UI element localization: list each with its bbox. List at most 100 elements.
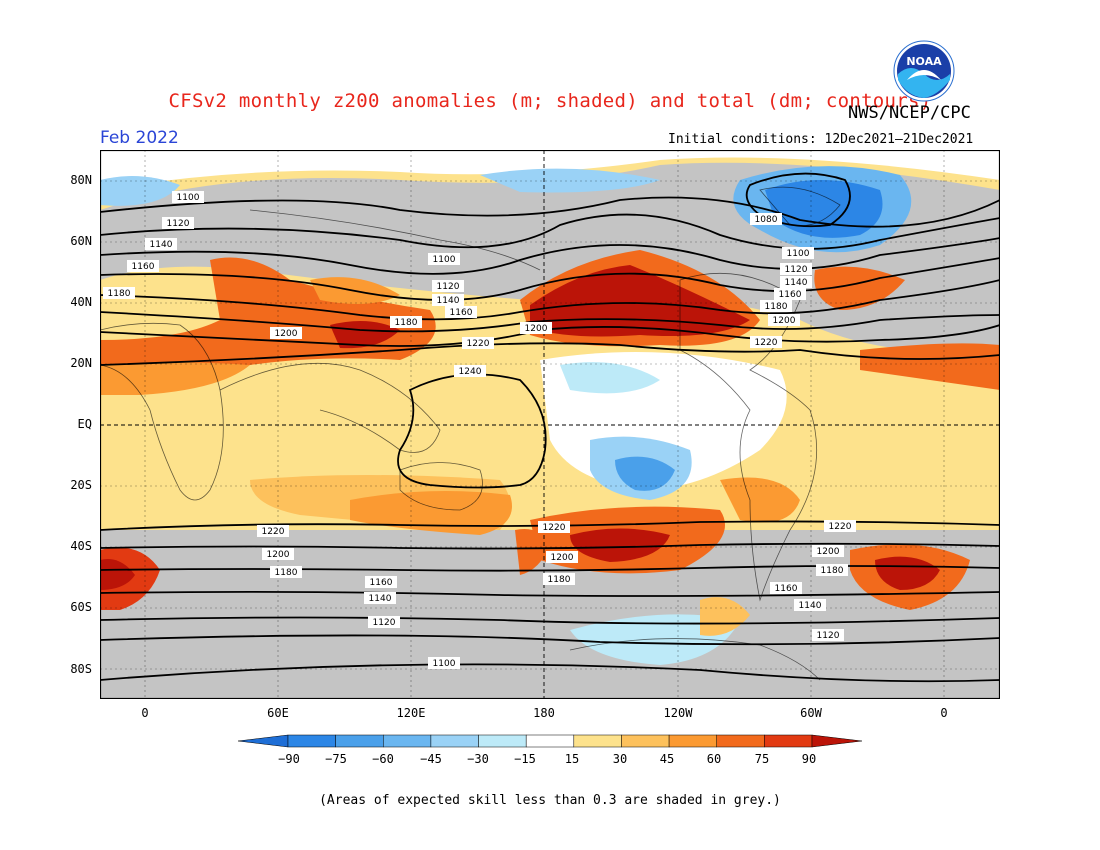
contour-label: 1200 — [546, 551, 578, 563]
svg-text:1240: 1240 — [459, 367, 482, 377]
svg-text:NOAA: NOAA — [906, 55, 942, 68]
contour-label: 1120 — [432, 280, 464, 292]
contour-label: 1140 — [794, 599, 826, 611]
colorbar-label: −90 — [278, 752, 300, 766]
contour-label: 1140 — [432, 294, 464, 306]
svg-text:1200: 1200 — [275, 329, 298, 339]
svg-text:1160: 1160 — [450, 308, 473, 318]
forecast-month: Feb 2022 — [100, 128, 179, 148]
svg-text:1100: 1100 — [787, 249, 810, 259]
contour-label: 1160 — [770, 582, 802, 594]
contour-1240-closed-high — [397, 373, 547, 489]
contour-label: 1180 — [103, 287, 135, 299]
contour-label: 1180 — [543, 573, 575, 585]
colorbar-label: −30 — [467, 752, 489, 766]
lon-label: 60E — [267, 706, 289, 720]
contour-label: 1220 — [257, 525, 289, 537]
lat-label: 80S — [70, 662, 92, 676]
contour-label: 1100 — [782, 247, 814, 259]
svg-text:1180: 1180 — [275, 568, 298, 578]
svg-text:1140: 1140 — [785, 278, 808, 288]
lat-label: 40N — [70, 295, 92, 309]
contour-label: 1120 — [812, 629, 844, 641]
svg-text:1180: 1180 — [108, 289, 131, 299]
svg-text:1120: 1120 — [167, 219, 190, 229]
contour-label: 1220 — [750, 336, 782, 348]
lon-label: 120E — [396, 706, 426, 720]
contour-label: 1100 — [428, 253, 460, 265]
lat-label: 40S — [70, 539, 92, 553]
svg-text:1120: 1120 — [373, 618, 396, 628]
colorbar-label: 75 — [754, 752, 770, 766]
lat-label: 20S — [70, 478, 92, 492]
svg-text:1180: 1180 — [395, 318, 418, 328]
colorbar-swatch — [383, 734, 432, 748]
contour-label: 1140 — [145, 238, 177, 250]
svg-text:1220: 1220 — [262, 527, 285, 537]
colorbar-swatch — [573, 734, 622, 748]
contour-label: 1240 — [454, 365, 486, 377]
colorbar-swatch — [335, 734, 384, 748]
contour-label: 1220 — [462, 337, 494, 349]
lon-label: 0 — [141, 706, 149, 720]
lat-label: 60N — [70, 234, 92, 248]
colorbar-label: 45 — [659, 752, 675, 766]
contour-label: 1220 — [538, 521, 570, 533]
colorbar-label: −15 — [514, 752, 536, 766]
contour-label: 1180 — [816, 564, 848, 576]
anomaly-map: 1100 1120 1140 1160 1180 1200 1220 1240 … — [100, 150, 1000, 699]
colorbar-label: 90 — [801, 752, 817, 766]
svg-text:1220: 1220 — [829, 522, 852, 532]
contour-label: 1200 — [768, 314, 800, 326]
colorbar-swatch — [287, 734, 336, 748]
colorbar — [238, 734, 862, 748]
svg-text:1120: 1120 — [817, 631, 840, 641]
contour-label: 1160 — [365, 576, 397, 588]
lon-label: 120W — [663, 706, 693, 720]
lat-label: 20N — [70, 356, 92, 370]
svg-text:1200: 1200 — [267, 550, 290, 560]
contour-label: 1100 — [172, 191, 204, 203]
contour-label: 1160 — [774, 288, 806, 300]
lat-label: EQ — [77, 417, 92, 431]
svg-text:1220: 1220 — [755, 338, 778, 348]
lat-label: 80N — [70, 173, 92, 187]
contour-label: 1200 — [520, 322, 552, 334]
contour-label: 1080 — [750, 213, 782, 225]
contour-label: 1140 — [780, 276, 812, 288]
contour-label: 1180 — [760, 300, 792, 312]
svg-text:1200: 1200 — [525, 324, 548, 334]
svg-text:1200: 1200 — [551, 553, 574, 563]
contour-label: 1200 — [262, 548, 294, 560]
contour-label: 1100 — [428, 657, 460, 669]
svg-text:1180: 1180 — [548, 575, 571, 585]
svg-text:1160: 1160 — [779, 290, 802, 300]
svg-text:1220: 1220 — [467, 339, 490, 349]
skill-footnote: (Areas of expected skill less than 0.3 a… — [319, 793, 781, 808]
colorbar-swatch — [716, 734, 765, 748]
colorbar-label: 60 — [706, 752, 722, 766]
svg-text:1100: 1100 — [433, 659, 456, 669]
svg-text:1160: 1160 — [132, 262, 155, 272]
svg-text:1220: 1220 — [543, 523, 566, 533]
contour-label: 1160 — [127, 260, 159, 272]
lon-label: 180 — [533, 706, 555, 720]
svg-text:1140: 1140 — [150, 240, 173, 250]
colorbar-swatch — [764, 734, 813, 748]
svg-text:1180: 1180 — [821, 566, 844, 576]
colorbar-swatch — [238, 734, 289, 748]
svg-text:1160: 1160 — [370, 578, 393, 588]
colorbar-swatch — [811, 734, 862, 748]
svg-text:1120: 1120 — [785, 265, 808, 275]
lat-label: 60S — [70, 600, 92, 614]
map-title: CFSv2 monthly z200 anomalies (m; shaded)… — [168, 90, 932, 112]
svg-text:1200: 1200 — [817, 547, 840, 557]
colorbar-swatch — [430, 734, 479, 748]
svg-text:1100: 1100 — [177, 193, 200, 203]
svg-text:1140: 1140 — [799, 601, 822, 611]
lon-label: 60W — [800, 706, 822, 720]
contour-label: 1180 — [390, 316, 422, 328]
organization-label: NWS/NCEP/CPC — [848, 103, 971, 123]
colorbar-swatch — [525, 734, 575, 748]
svg-text:1180: 1180 — [765, 302, 788, 312]
